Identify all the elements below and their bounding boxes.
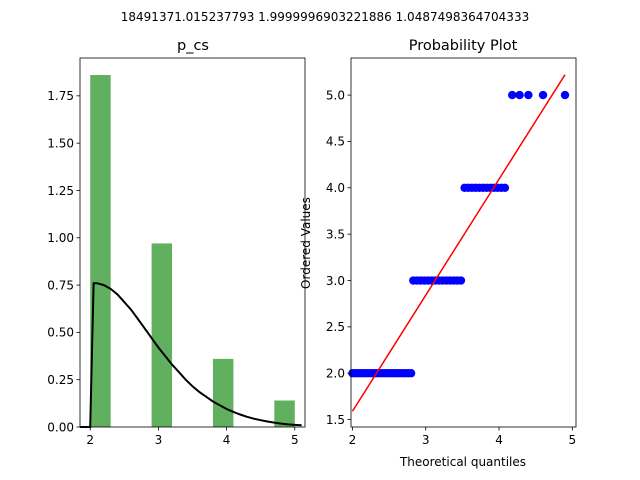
probability-point xyxy=(500,183,510,192)
histogram-y-tick-label: 0.00 xyxy=(47,420,74,434)
histogram-y-tick-label: 1.50 xyxy=(47,136,74,150)
histogram-y-tick-label: 0.75 xyxy=(47,278,74,292)
probability-plot-y-tick-label: 3.0 xyxy=(326,274,345,288)
probability-point xyxy=(560,90,570,100)
histogram-bar xyxy=(274,400,295,427)
histogram-x-tick-label: 2 xyxy=(86,433,94,447)
probability-plot-y-tick-label: 5.0 xyxy=(326,88,345,102)
probability-plot-y-tick-label: 1.5 xyxy=(326,413,345,427)
histogram-axes: p_cs 2 3 4 5 0.00 0.25 0.50 0.75 1.00 1.25 1.50 1.… xyxy=(47,38,306,447)
probability-plot-x-tick-label: 2 xyxy=(349,433,357,447)
probability-point xyxy=(406,369,416,378)
probability-plot-points xyxy=(348,90,570,378)
probability-plot-axes: Probability Plot 2 3 4 5 1.5 2.0 2.5 3.0 3.5 4.0… xyxy=(299,38,577,469)
probability-point xyxy=(538,90,548,100)
probability-plot-y-tick-label: 4.0 xyxy=(326,181,345,195)
probability-plot-y-tick-label: 2.0 xyxy=(326,367,345,381)
probability-plot-x-ticks: 2 3 4 5 xyxy=(349,427,577,447)
probability-point xyxy=(456,276,466,285)
histogram-y-ticks: 0.00 0.25 0.50 0.75 1.00 1.25 1.50 1.75 xyxy=(47,89,80,434)
probability-point xyxy=(515,90,524,100)
histogram-bar xyxy=(90,75,111,428)
probability-plot-xlabel: Theoretical quantiles xyxy=(399,455,526,469)
histogram-y-tick-label: 1.75 xyxy=(47,89,74,103)
histogram-x-tick-label: 4 xyxy=(223,433,231,447)
histogram-x-tick-label: 3 xyxy=(155,433,163,447)
probability-plot-y-tick-label: 3.5 xyxy=(326,227,345,241)
fit-line xyxy=(351,74,566,412)
histogram-y-tick-label: 0.25 xyxy=(47,373,74,387)
histogram-y-tick-label: 0.50 xyxy=(47,326,74,340)
histogram-bar xyxy=(212,358,234,427)
histogram-bar xyxy=(151,243,173,427)
probability-plot-x-tick-label: 4 xyxy=(495,433,503,447)
probability-plot-y-tick-label: 2.5 xyxy=(326,320,345,334)
histogram-bars xyxy=(90,75,295,428)
probability-plot-title: Probability Plot xyxy=(409,38,518,54)
probability-plot-y-ticks: 1.5 2.0 2.5 3.0 3.5 4.0 4.5 5.0 xyxy=(326,88,351,427)
probability-plot-frame xyxy=(350,57,577,428)
histogram-x-tick-label: 5 xyxy=(291,433,299,447)
probability-point xyxy=(524,90,533,100)
probability-plot-y-tick-label: 4.5 xyxy=(326,135,345,149)
figure-suptitle: 18491371.015237793 1.9999996903221886 1.… xyxy=(121,10,529,24)
histogram-y-tick-label: 1.00 xyxy=(47,231,74,245)
probability-plot-ylabel: Ordered Values xyxy=(299,197,313,289)
density-curve xyxy=(80,282,302,428)
histogram-frame xyxy=(79,57,306,428)
histogram-x-ticks: 2 3 4 5 xyxy=(86,427,299,447)
histogram-y-tick-label: 1.25 xyxy=(47,184,74,198)
histogram-title: p_cs xyxy=(177,38,209,54)
probability-plot-x-tick-label: 5 xyxy=(569,433,577,447)
probability-point xyxy=(508,90,517,100)
probability-plot-x-tick-label: 3 xyxy=(422,433,430,447)
